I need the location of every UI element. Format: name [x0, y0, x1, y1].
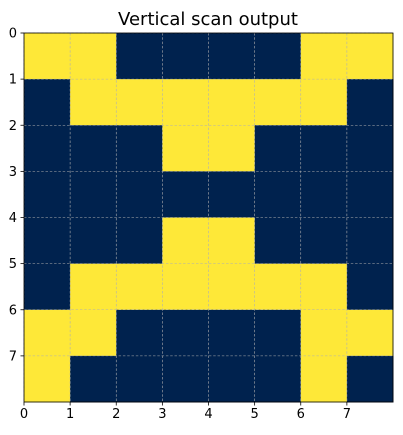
- heatmap-cell: [116, 217, 163, 265]
- grid-lines: [23, 32, 393, 402]
- heatmap-cell: [208, 79, 256, 126]
- heatmap-cell: [254, 263, 302, 311]
- y-tick-label: 4: [9, 211, 17, 226]
- heatmap-cell: [346, 217, 394, 265]
- heatmap-cell: [300, 125, 348, 172]
- heatmap-cell: [162, 309, 209, 357]
- heatmap-cell: [254, 355, 302, 403]
- x-tick-label: 5: [250, 407, 258, 422]
- heatmap-cell: [162, 79, 209, 126]
- heatmap-cell: [346, 79, 394, 126]
- heatmap-cell: [300, 263, 348, 311]
- y-tick-label: 1: [9, 73, 17, 88]
- heatmap-cell: [208, 33, 256, 80]
- heatmap-cell: [70, 263, 117, 311]
- x-tick-label: 1: [66, 407, 74, 422]
- heatmap-cell: [70, 355, 117, 403]
- heatmap-cell: [254, 79, 302, 126]
- heatmap-cell: [162, 263, 209, 311]
- heatmap-cell: [346, 125, 394, 172]
- x-tick-label: 3: [158, 407, 166, 422]
- heatmap-cell: [208, 217, 256, 265]
- heatmap-cell: [346, 355, 394, 403]
- x-tick-label: 2: [112, 407, 120, 422]
- y-tick-label: 0: [9, 27, 17, 42]
- heatmap-cell: [208, 263, 256, 311]
- x-tick-label: 4: [204, 407, 212, 422]
- y-axis: 0 1 2 3 4 5 6 7: [9, 27, 24, 364]
- heatmap-cell: [346, 171, 394, 218]
- heatmap-cell: [24, 309, 71, 357]
- heatmap-cell: [70, 309, 117, 357]
- heatmap-cell: [116, 171, 163, 218]
- heatmap-cell: [24, 171, 71, 218]
- heatmap-cell: [116, 263, 163, 311]
- heatmap-cell: [254, 125, 302, 172]
- heatmap-cell: [70, 217, 117, 265]
- heatmap-cell: [208, 125, 256, 172]
- y-tick-label: 6: [9, 303, 17, 318]
- x-tick-label: 6: [297, 407, 305, 422]
- heatmap-cell: [116, 79, 163, 126]
- heatmap-cell: [254, 171, 302, 218]
- heatmap-cell: [300, 355, 348, 403]
- heatmap-cell: [300, 217, 348, 265]
- heatmap-cell: [346, 263, 394, 311]
- heatmap-cell: [208, 171, 256, 218]
- heatmap-cell: [70, 125, 117, 172]
- chart-title: Vertical scan output: [118, 9, 298, 30]
- heatmap-cell: [300, 309, 348, 357]
- x-tick-label: 0: [20, 407, 28, 422]
- heatmap-cell: [254, 309, 302, 357]
- x-axis: 0 1 2 3 4 5 6 7: [20, 402, 351, 422]
- heatmap-cell: [70, 33, 117, 80]
- heatmap-cell: [116, 125, 163, 172]
- heatmap-cell: [208, 355, 256, 403]
- heatmap-cell: [300, 79, 348, 126]
- heatmap-cell: [346, 33, 394, 80]
- heatmap-cell: [70, 171, 117, 218]
- heatmap-cell: [162, 217, 209, 265]
- heatmap-cell: [24, 217, 71, 265]
- heatmap-cell: [24, 125, 71, 172]
- heatmap-cell: [346, 309, 394, 357]
- heatmap-cell: [162, 355, 209, 403]
- heatmap-cell: [116, 355, 163, 403]
- heatmap-cells: [24, 33, 394, 403]
- y-tick-label: 3: [9, 165, 17, 180]
- heatmap-cell: [162, 33, 209, 80]
- y-tick-label: 2: [9, 119, 17, 134]
- heatmap-cell: [208, 309, 256, 357]
- heatmap-cell: [24, 263, 71, 311]
- heatmap-cell: [70, 79, 117, 126]
- heatmap-cell: [300, 33, 348, 80]
- x-tick-label: 7: [343, 407, 351, 422]
- heatmap-cell: [24, 33, 71, 80]
- heatmap-cell: [24, 355, 71, 403]
- heatmap-cell: [300, 171, 348, 218]
- heatmap-cell: [254, 217, 302, 265]
- heatmap-cell: [162, 125, 209, 172]
- y-tick-label: 7: [9, 349, 17, 364]
- y-tick-label: 5: [9, 257, 17, 272]
- heatmap-cell: [24, 79, 71, 126]
- heatmap-cell: [254, 33, 302, 80]
- heatmap-cell: [116, 33, 163, 80]
- heatmap-cell: [162, 171, 209, 218]
- heatmap-cell: [116, 309, 163, 357]
